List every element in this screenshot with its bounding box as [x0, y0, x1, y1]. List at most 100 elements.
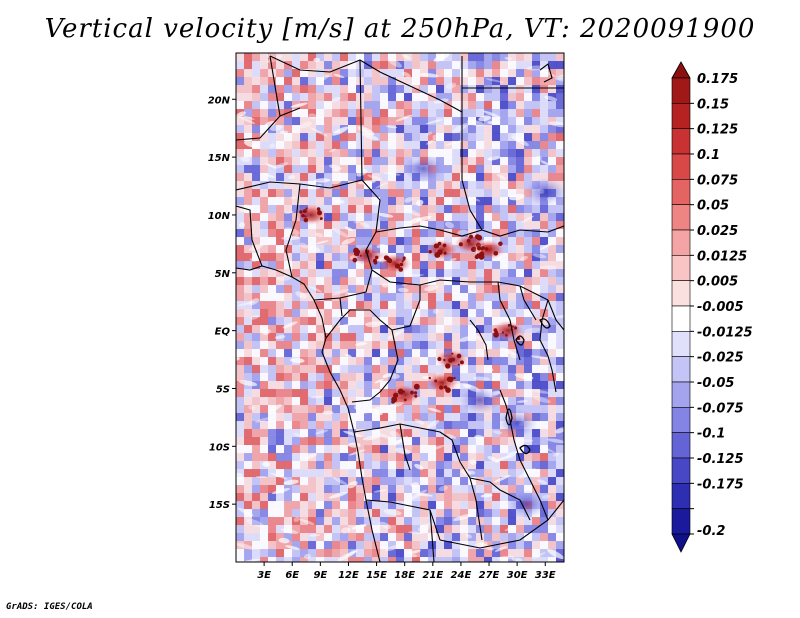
field-cell — [444, 157, 453, 166]
field-cell — [508, 469, 517, 478]
field-cell — [492, 501, 501, 510]
field-cell — [284, 285, 293, 294]
field-cell — [540, 285, 549, 294]
field-cell — [420, 437, 429, 446]
colorbar-swatch — [671, 331, 691, 357]
field-cell — [532, 389, 541, 398]
field-cell — [548, 525, 557, 534]
field-cell — [340, 53, 349, 62]
field-cell — [404, 437, 413, 446]
field-cell — [284, 501, 293, 510]
field-cell — [556, 77, 564, 86]
field-cell — [404, 117, 413, 126]
field-cell — [364, 477, 373, 486]
field-cell — [300, 237, 309, 246]
field-cell — [476, 221, 485, 230]
field-cell — [260, 533, 269, 542]
colorbar-label: 0.075 — [697, 173, 738, 188]
field-cell — [316, 429, 325, 438]
field-cell — [332, 437, 341, 446]
field-cell — [260, 93, 269, 102]
field-streak — [493, 474, 511, 483]
field-cell — [412, 333, 421, 342]
field-cell — [348, 277, 357, 286]
field-cell — [244, 165, 253, 174]
field-cell — [260, 117, 269, 126]
field-cell — [492, 517, 501, 526]
field-cell — [316, 341, 325, 350]
field-cell — [460, 445, 469, 454]
field-cell — [372, 437, 381, 446]
field-cell — [524, 525, 533, 534]
field-cell — [300, 525, 309, 534]
field-cell — [476, 509, 485, 518]
colorbar-label: 0.1 — [697, 148, 720, 163]
field-cell — [396, 557, 405, 562]
field-cell — [412, 133, 421, 142]
field-cell — [276, 173, 285, 182]
field-cell — [420, 381, 429, 390]
field-cell — [372, 557, 381, 562]
field-cell — [508, 341, 517, 350]
field-cell — [476, 493, 485, 502]
field-streak — [496, 173, 506, 180]
field-cell — [492, 525, 501, 534]
field-cell — [236, 253, 245, 262]
field-cell — [364, 373, 373, 382]
field-cell — [412, 93, 421, 102]
field-cell — [436, 173, 445, 182]
field-cell — [324, 117, 333, 126]
field-cell — [540, 333, 549, 342]
field-cell — [332, 269, 341, 278]
field-cell — [500, 253, 509, 262]
field-cell — [516, 357, 525, 366]
field-cell — [556, 525, 564, 534]
field-cell — [236, 437, 245, 446]
field-cell — [268, 285, 277, 294]
field-cell — [444, 125, 453, 134]
field-cell — [308, 253, 317, 262]
field-cell — [356, 269, 365, 278]
updraft-core — [458, 242, 463, 247]
field-cell — [332, 221, 341, 230]
field-cell — [548, 85, 557, 94]
field-streak — [494, 546, 507, 552]
field-cell — [404, 477, 413, 486]
colorbar-label: 0.15 — [697, 97, 729, 112]
lon-tick-label: 18E — [394, 570, 415, 581]
field-cell — [396, 509, 405, 518]
field-cell — [308, 301, 317, 310]
field-cell — [524, 453, 533, 462]
field-cell — [380, 285, 389, 294]
field-cell — [244, 293, 253, 302]
field-cell — [244, 245, 253, 254]
field-streak — [392, 439, 407, 443]
field-cell — [340, 61, 349, 70]
field-cell — [308, 197, 317, 206]
field-cell — [348, 165, 357, 174]
field-cell — [524, 349, 533, 358]
field-cell — [540, 341, 549, 350]
field-cell — [460, 141, 469, 150]
field-cell — [460, 133, 469, 142]
field-cell — [388, 477, 397, 486]
field-cell — [556, 381, 564, 390]
field-cell — [332, 141, 341, 150]
field-cell — [516, 525, 525, 534]
field-cell — [372, 413, 381, 422]
field-cell — [316, 133, 325, 142]
field-cell — [260, 221, 269, 230]
field-cell — [396, 221, 405, 230]
field-cell — [340, 325, 349, 334]
field-cell — [292, 197, 301, 206]
field-cell — [260, 437, 269, 446]
field-streak — [341, 238, 356, 245]
field-cell — [516, 165, 525, 174]
field-streak — [506, 451, 517, 459]
field-cell — [300, 253, 309, 262]
field-cell — [556, 269, 564, 278]
field-cell — [492, 141, 501, 150]
field-cell — [260, 397, 269, 406]
field-cell — [252, 53, 261, 62]
field-cell — [476, 381, 485, 390]
